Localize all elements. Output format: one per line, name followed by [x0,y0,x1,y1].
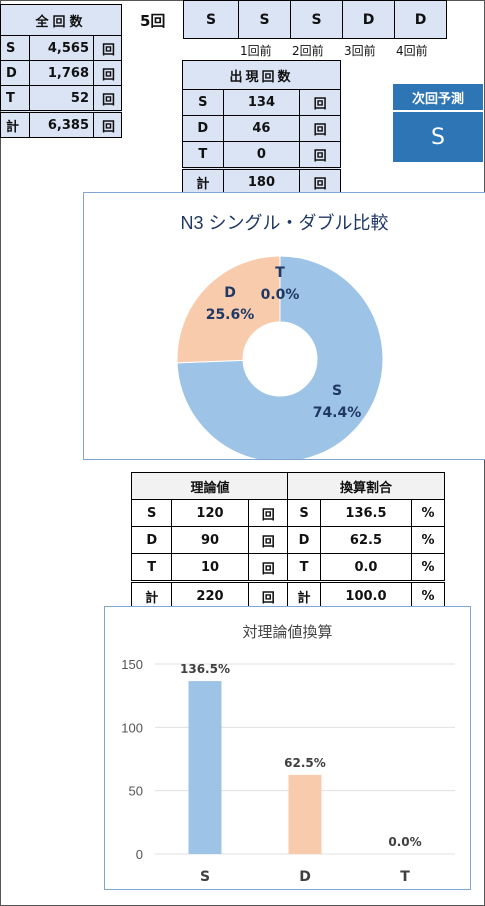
ago-label: 3回前 [344,44,376,58]
y-tick-label: 50 [129,784,143,799]
x-tick-label: D [299,869,311,885]
pie-chart: S 74.4% D 25.6% T 0.0% [176,255,384,459]
x-tick-label: T [400,869,410,885]
bar-value-label: 0.0% [388,835,421,849]
theory-label: T [130,553,173,582]
appearance-sum-value: 180 [222,167,301,196]
totals-value: 4,565 [29,35,94,61]
appearance-value: 46 [222,115,301,142]
totals-unit: 回 [93,35,122,61]
appearance-table: 出現回数 S 134 回 D 46 回 T 0 回 計 180 回 [182,60,341,196]
history-strip: S S S D D [183,0,447,39]
ratio-value: 0.0 [320,553,412,582]
totals-label: T [0,85,30,112]
totals-unit: 回 [93,85,122,112]
bar-d[interactable] [288,774,322,854]
next-prediction-value: S [393,112,483,162]
history-cell[interactable]: S [238,1,290,38]
history-cell[interactable]: S [290,1,342,38]
y-tick-label: 100 [121,720,143,735]
pie-value-label: 25.6% [206,307,255,323]
appearance-title: 出現回数 [182,60,341,90]
ratio-label: T [287,553,321,582]
ratio-sum-unit: % [410,580,446,610]
theory-title: 理論値 [131,472,289,500]
history-cell[interactable]: S [184,1,238,38]
pie-value-label: 0.0% [261,287,300,303]
appearance-value: 0 [222,141,301,169]
bar-value-label: 62.5% [284,756,326,770]
appearance-value: 134 [222,89,301,116]
history-cell[interactable]: D [394,1,446,38]
ratio-unit: % [410,553,446,582]
next-prediction-title: 次回予測 [393,84,483,110]
pie-category-label: T [275,265,285,281]
appearance-label: T [182,141,224,169]
ratio-label: D [287,526,321,554]
theory-unit: 回 [247,499,290,527]
ratio-title: 換算割合 [287,472,445,500]
totals-label: D [0,60,30,86]
appearance-unit: 回 [299,89,341,116]
bar-value-label: 136.5% [180,662,230,676]
appearance-label: D [182,115,224,142]
totals-label: S [0,35,30,61]
pie-slice-d[interactable] [176,255,281,364]
pie-value-label: 74.4% [313,405,362,421]
y-tick-label: 150 [121,657,143,672]
bar-chart-box[interactable]: 対理論値換算 0 50 100 150 136.5% S 62.5% D 0.0% T [104,606,471,890]
appearance-unit: 回 [299,115,341,142]
totals-sum-value: 6,385 [29,110,94,138]
ratio-unit: % [410,526,446,554]
ratio-value: 136.5 [320,499,412,527]
totals-table: 全回数 S 4,565 回 D 1,768 回 T 52 回 計 6,385 回 [0,4,122,138]
ago-label: 2回前 [292,44,324,58]
totals-value: 1,768 [29,60,94,86]
x-tick-label: S [200,869,210,885]
history-label: 5回 [140,12,166,30]
theory-value: 120 [171,499,249,527]
pie-slice-s[interactable] [176,255,384,459]
ago-label: 1回前 [240,44,272,58]
ratio-unit: % [410,499,446,527]
bar-chart: 0 50 100 150 136.5% S 62.5% D 0.0% T [121,657,455,885]
bar-chart-title: 対理論値換算 [242,624,333,641]
totals-unit: 回 [93,60,122,86]
theory-value: 90 [171,526,249,554]
pie-category-label: S [332,383,342,399]
appearance-sum-unit: 回 [299,167,341,196]
ago-label: 4回前 [396,44,428,58]
appearance-label: S [182,89,224,116]
history-cell[interactable]: D [342,1,394,38]
theory-label: S [130,499,173,527]
theory-unit: 回 [247,553,290,582]
theory-sum-unit: 回 [247,580,290,610]
appearance-unit: 回 [299,141,341,169]
bar-s[interactable] [188,681,222,854]
ratio-table: 換算割合 S 136.5 % D 62.5 % T 0.0 % 計 100.0 … [287,472,446,610]
totals-value: 52 [29,85,94,112]
ratio-value: 62.5 [320,526,412,554]
totals-title: 全回数 [0,4,122,36]
theory-unit: 回 [247,526,290,554]
pie-category-label: D [224,285,236,301]
pie-chart-title: N3 シングル・ダブル比較 [180,213,389,233]
theory-value: 10 [171,553,249,582]
theory-label: D [130,526,173,554]
ratio-label: S [287,499,321,527]
totals-sum-label: 計 [0,110,30,138]
pie-chart-box[interactable]: N3 シングル・ダブル比較 S 74.4% D 25.6% T 0.0% [83,192,485,460]
theory-table: 理論値 S 120 回 D 90 回 T 10 回 計 220 回 [130,472,290,610]
ratio-sum-value: 100.0 [320,580,412,610]
y-tick-label: 0 [136,847,143,862]
totals-sum-unit: 回 [93,110,122,138]
